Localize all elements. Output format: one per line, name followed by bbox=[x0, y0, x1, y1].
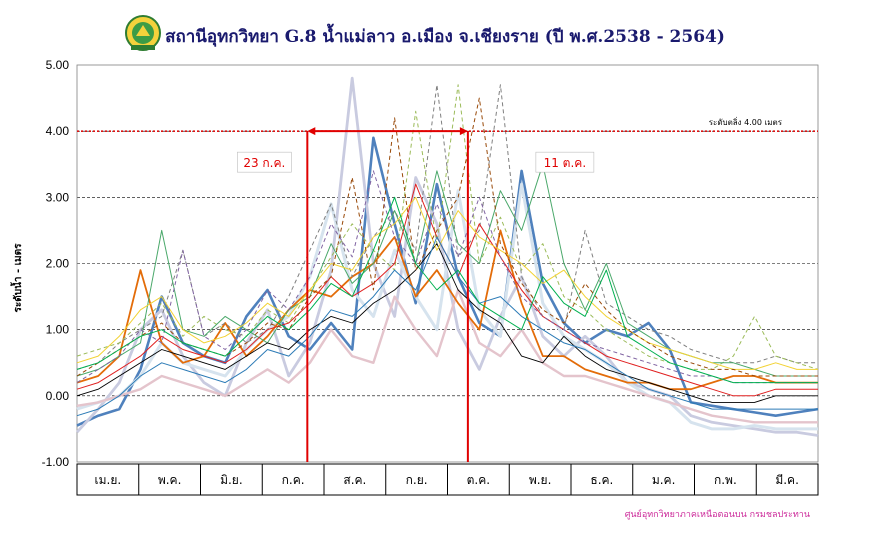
month-label: มี.ค. bbox=[775, 473, 799, 487]
month-label: ก.พ. bbox=[714, 473, 737, 487]
month-label: ธ.ค. bbox=[590, 473, 613, 487]
y-tick-label: -1.00 bbox=[42, 455, 70, 469]
y-tick-label: 0.00 bbox=[46, 389, 70, 403]
y-axis-label: ระดับน้ำ - เมตร bbox=[10, 243, 24, 313]
marker-label-box-end bbox=[535, 151, 595, 173]
department-logo bbox=[125, 15, 161, 51]
y-tick-label: 4.00 bbox=[46, 124, 70, 138]
series-line-9 bbox=[76, 243, 818, 403]
month-axis: เม.ย. พ.ค. มิ.ย. ก.ค. ส.ค. ก.ย. ต.ค. พ.ย. ธ.ค. ม.… bbox=[76, 463, 819, 496]
series-group bbox=[75, 76, 819, 437]
month-label: เม.ย. bbox=[95, 473, 122, 487]
plot-frame bbox=[76, 64, 819, 463]
series-line-1 bbox=[75, 76, 819, 437]
month-label: ม.ค. bbox=[652, 473, 676, 487]
series-line-4 bbox=[76, 229, 818, 391]
y-tick-labels: -1.00 0.00 1.00 2.00 3.00 4.00 5.00 bbox=[42, 58, 70, 469]
y-tick-label: 3.00 bbox=[46, 190, 70, 204]
arrow-right-icon bbox=[459, 127, 468, 136]
month-label: มิ.ย. bbox=[220, 473, 243, 487]
series-line-13 bbox=[76, 97, 818, 377]
month-label: ก.ย. bbox=[406, 473, 428, 487]
month-label: พ.ค. bbox=[158, 473, 182, 487]
month-label: ก.ค. bbox=[282, 473, 305, 487]
y-tick-label: 5.00 bbox=[46, 58, 70, 72]
month-label: พ.ย. bbox=[529, 473, 552, 487]
series-line-10 bbox=[76, 196, 818, 370]
series-line-6 bbox=[76, 84, 819, 370]
marker-label-box-start bbox=[237, 151, 292, 173]
series-line-14 bbox=[76, 196, 818, 384]
arrow-left-icon bbox=[307, 127, 316, 136]
series-line-2 bbox=[76, 182, 818, 431]
date-markers: 23 ก.ค. 11 ต.ค. bbox=[237, 127, 595, 462]
month-label: ต.ค. bbox=[467, 473, 490, 487]
threshold-label: ระดับตลิ่ง 4.00 เมตร bbox=[709, 116, 783, 127]
series-line-3 bbox=[76, 288, 818, 424]
series-line-5 bbox=[76, 84, 818, 370]
credit-text: ศูนย์อุทกวิทยาภาคเหนือตอนบน กรมชลประทาน bbox=[625, 508, 810, 520]
marker-label-start: 23 ก.ค. bbox=[243, 156, 285, 170]
threshold-group: ระดับตลิ่ง 4.00 เมตร bbox=[77, 116, 818, 132]
y-tick-label: 2.00 bbox=[46, 257, 70, 271]
chart-title: สถานีอุทกวิทยา G.8 น้ำแม่ลาว อ.เมือง จ.เ… bbox=[165, 23, 725, 47]
marker-label-end: 11 ต.ค. bbox=[544, 156, 587, 170]
series-line-12 bbox=[76, 236, 818, 417]
y-tick-label: 1.00 bbox=[46, 323, 70, 337]
month-label: ส.ค. bbox=[343, 473, 366, 487]
series-line-11 bbox=[76, 170, 818, 384]
